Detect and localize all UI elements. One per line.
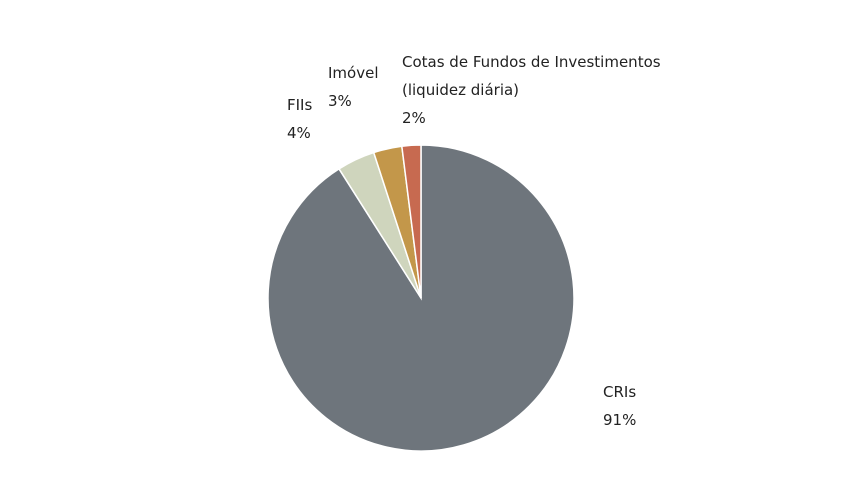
slice-label: Imóvel 3% (328, 59, 398, 115)
pie-slice (400, 144, 422, 299)
category-label: Imóvel (328, 64, 379, 82)
slice-label: Cotas de Fundos de Investimentos (liquid… (402, 48, 670, 132)
category-label: Cotas de Fundos de Investimentos (liquid… (402, 53, 661, 99)
slice-label: CRIs 91% (603, 378, 803, 434)
value-label: 91% (603, 411, 637, 429)
category-label: FIIs (287, 96, 313, 114)
value-label: 2% (402, 109, 426, 127)
category-label: CRIs (603, 383, 637, 401)
value-label: 4% (287, 124, 311, 142)
value-label: 3% (328, 92, 352, 110)
slice-label: FIIs 4% (287, 91, 347, 147)
